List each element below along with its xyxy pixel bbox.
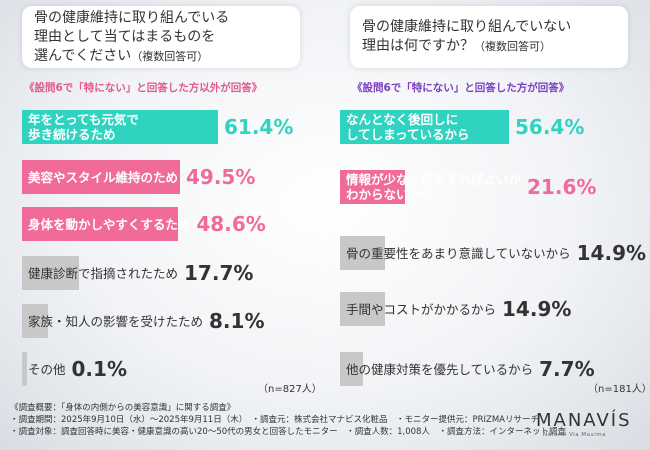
bar-value-label: 8.1% xyxy=(209,309,265,333)
bar-category-label: 美容やスタイル維持のため xyxy=(28,169,179,185)
right-sample-size: （n=181人） xyxy=(588,384,650,395)
bar-row: 情報が少なく何をすればよいか わからないから 21.6% xyxy=(340,170,650,204)
bar-fill xyxy=(22,304,48,338)
left-question-box: 骨の健康維持に取り組んでいる 理由として当てはまるものを 選んでください（複数回… xyxy=(22,6,300,68)
bar-category-label: 家族・知人の影響を受けたため xyxy=(28,313,204,329)
left-sample-size: （n=827人） xyxy=(258,384,322,395)
footer-target: ・調査対象：調査回答時に美容・健康意識の高い20～50代の男女と回答したモニター… xyxy=(10,427,566,437)
bar-fill xyxy=(340,352,363,386)
bar-row: 他の健康対策を優先しているから 7.7% xyxy=(340,352,650,386)
bar-value-label: 49.5% xyxy=(186,165,256,189)
bar-value-label: 7.7% xyxy=(539,357,595,381)
bar-fill xyxy=(22,110,218,144)
brand-tagline: Natural Via Maxima xyxy=(543,432,606,438)
bar-value-label: 48.6% xyxy=(196,212,266,236)
bar-row: その他 0.1% xyxy=(22,352,332,386)
bar-row: 身体を動かしやすくするため 48.6% xyxy=(22,207,332,241)
right-question-suffix: （複数回答可） xyxy=(474,40,551,53)
bar-category-label: その他 xyxy=(28,361,66,377)
bar-category-label: 他の健康対策を優先しているから xyxy=(346,361,534,377)
left-question-suffix: （複数回答可） xyxy=(131,49,209,63)
bar-category-label: 手間やコストがかかるから xyxy=(346,301,497,317)
bar-category-label: 健康診断で指摘されたため xyxy=(28,265,179,281)
bar-row: 手間やコストがかかるから 14.9% xyxy=(340,292,650,326)
bar-fill xyxy=(22,256,79,290)
bar-row: 美容やスタイル維持のため 49.5% xyxy=(22,160,332,194)
bar-fill xyxy=(340,110,509,144)
footer-title: 《調査概要：「身体の内側からの美容意識」に関する調査》 xyxy=(10,403,236,413)
footer-period: ・調査期間：2025年9月10日（水）～2025年9月11日（木） ・調査元：株… xyxy=(10,415,539,425)
left-respondent-note: 《設問6で「特にない」と回答した方以外が回答》 xyxy=(24,82,263,94)
bar-value-label: 14.9% xyxy=(502,297,572,321)
bar-value-label: 56.4% xyxy=(515,115,585,139)
bar-fill xyxy=(22,160,180,194)
right-question-text: 骨の健康維持に取り組んでいない 理由は何ですか？（複数回答可） xyxy=(362,19,572,54)
bar-fill xyxy=(340,292,385,326)
bar-fill xyxy=(22,352,27,386)
left-question-text: 骨の健康維持に取り組んでいる 理由として当てはまるものを 選んでください（複数回… xyxy=(34,9,230,64)
bar-row: 健康診断で指摘されたため 17.7% xyxy=(22,256,332,290)
bar-category-label: 身体を動かしやすくするため xyxy=(28,216,191,232)
bar-row: なんとなく後回しに してしまっているから 56.4% xyxy=(340,110,650,144)
bar-row: 年をとっても元気で 歩き続けるため 61.4% xyxy=(22,110,332,144)
bar-value-label: 21.6% xyxy=(527,175,597,199)
survey-footer: 《調査概要：「身体の内側からの美容意識」に関する調査》 ・調査期間：2025年9… xyxy=(10,402,566,438)
bar-fill xyxy=(340,170,405,204)
bar-value-label: 14.9% xyxy=(576,241,647,265)
right-respondent-note: 《設問6で「特にない」と回答した方が回答》 xyxy=(352,82,570,94)
bar-row: 家族・知人の影響を受けたため 8.1% xyxy=(22,304,332,338)
bar-fill xyxy=(340,236,385,270)
bar-category-label: なんとなく後回しに してしまっているから xyxy=(346,112,470,142)
bar-category-label: 骨の重要性をあまり意識していないから xyxy=(346,245,571,261)
brand-logo: MANAVÍS xyxy=(536,410,632,431)
bar-category-label: 情報が少なく何をすればよいか わからないから xyxy=(346,172,522,202)
bar-fill xyxy=(22,207,178,241)
bar-value-label: 17.7% xyxy=(184,261,254,285)
right-question-box: 骨の健康維持に取り組んでいない 理由は何ですか？（複数回答可） xyxy=(350,6,628,68)
bar-value-label: 61.4% xyxy=(224,115,294,139)
bar-value-label: 0.1% xyxy=(71,357,127,381)
bar-row: 骨の重要性をあまり意識していないから 14.9% xyxy=(340,236,650,270)
bar-category-label: 年をとっても元気で 歩き続けるため xyxy=(28,112,139,142)
